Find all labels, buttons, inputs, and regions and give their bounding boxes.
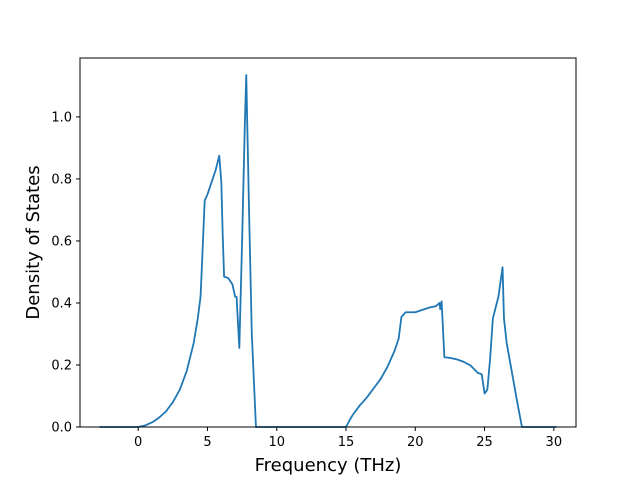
y-axis-label: Density of States [23,165,44,319]
y-tick-label: 0.2 [51,358,72,373]
x-tick-label: 15 [338,435,355,450]
x-tick-label: 20 [407,435,424,450]
y-tick-label: 1.0 [51,110,72,125]
x-tick-label: 10 [268,435,285,450]
x-tick-label: 25 [476,435,493,450]
y-tick-label: 0.0 [51,421,72,436]
x-tick-label: 5 [203,435,211,450]
y-tick-label: 0.4 [51,296,72,311]
y-tick-label: 0.8 [51,172,72,187]
x-tick-label: 0 [134,435,142,450]
x-tick-label: 30 [546,435,563,450]
y-tick-label: 0.6 [51,234,72,249]
x-axis-label: Frequency (THz) [255,455,402,476]
